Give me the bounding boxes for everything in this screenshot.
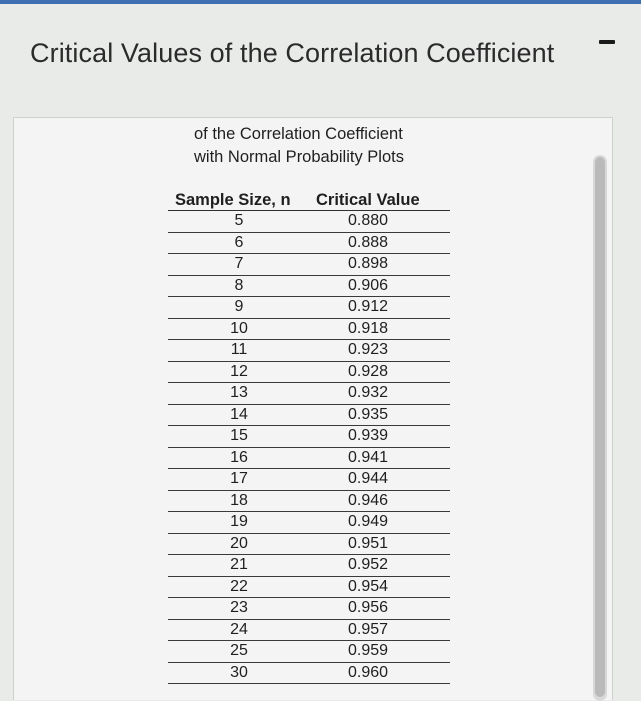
sample-size-cell: 18: [230, 491, 248, 509]
critical-value-cell: 0.957: [347, 620, 389, 638]
sample-size-cell: 12: [230, 362, 248, 380]
sample-size-cell: 6: [234, 233, 244, 251]
critical-value-cell: 0.935: [347, 405, 389, 423]
table-row: 30 0.960: [168, 663, 450, 684]
critical-value-cell: 0.898: [347, 255, 389, 273]
critical-value-cell: 0.960: [347, 663, 389, 681]
table-row: 22 0.954: [168, 577, 450, 598]
critical-value-cell: 0.951: [347, 534, 389, 552]
critical-value-cell: 0.939: [347, 427, 389, 445]
table-row: 25 0.959: [168, 641, 450, 663]
table-row: 6 0.888: [168, 233, 450, 254]
table-row: 10 0.918: [168, 319, 450, 340]
sample-size-cell: 23: [230, 599, 248, 617]
table-row: 14 0.935: [168, 405, 450, 426]
table-subtitle-line2: with Normal Probability Plots: [194, 148, 404, 166]
critical-value-cell: 0.928: [347, 362, 389, 380]
sample-size-cell: 17: [230, 470, 248, 488]
critical-value-cell: 0.918: [347, 319, 389, 337]
scrollbar-thumb[interactable]: [595, 157, 605, 697]
critical-value-cell: 0.932: [347, 384, 389, 402]
critical-value-cell: 0.906: [347, 276, 389, 294]
critical-value-cell: 0.941: [347, 448, 389, 466]
table-row: 19 0.949: [168, 512, 450, 534]
critical-value-cell: 0.952: [347, 556, 389, 574]
minimize-icon[interactable]: [599, 40, 615, 44]
sample-size-cell: 24: [230, 620, 248, 638]
sample-size-cell: 21: [230, 556, 248, 574]
sample-size-cell: 22: [230, 577, 248, 595]
sample-size-cell: 13: [230, 384, 248, 402]
table-row: 21 0.952: [168, 555, 450, 577]
table-body: 5 0.880 6 0.888 7 0.898 8 0.906 9 0.912 10 0.918 11 0…: [168, 211, 450, 684]
table-header-row: Sample Size, n Critical Value: [168, 186, 450, 211]
table-row: 12 0.928: [168, 362, 450, 383]
table-panel: of the Correlation Coefficient with Norm…: [13, 117, 613, 701]
header-critical-value: Critical Value: [316, 191, 420, 209]
header-sample-size: Sample Size, n: [175, 191, 291, 209]
table-row: 5 0.880: [168, 211, 450, 233]
table-row: 8 0.906: [168, 276, 450, 297]
critical-value-cell: 0.880: [347, 212, 389, 230]
sample-size-cell: 9: [234, 298, 244, 316]
critical-value-cell: 0.923: [347, 341, 389, 359]
sample-size-cell: 10: [230, 319, 248, 337]
table-row: 7 0.898: [168, 254, 450, 276]
window-top-accent-bar: [0, 0, 641, 4]
vertical-scrollbar[interactable]: [593, 155, 607, 701]
sample-size-cell: 30: [230, 663, 248, 681]
critical-value-cell: 0.956: [347, 599, 389, 617]
sample-size-cell: 25: [230, 642, 248, 660]
sample-size-cell: 15: [230, 427, 248, 445]
table-row: 16 0.941: [168, 448, 450, 469]
critical-values-table: Sample Size, n Critical Value 5 0.880 6 0.8…: [168, 186, 450, 684]
sample-size-cell: 8: [234, 276, 244, 294]
table-row: 11 0.923: [168, 340, 450, 362]
table-row: 17 0.944: [168, 469, 450, 491]
table-row: 9 0.912: [168, 297, 450, 319]
critical-value-cell: 0.946: [347, 491, 389, 509]
table-row: 24 0.957: [168, 620, 450, 641]
critical-value-cell: 0.888: [347, 233, 389, 251]
table-row: 15 0.939: [168, 426, 450, 448]
table-row: 13 0.932: [168, 383, 450, 405]
critical-value-cell: 0.912: [347, 298, 389, 316]
critical-value-cell: 0.959: [347, 642, 389, 660]
table-row: 20 0.951: [168, 534, 450, 555]
table-row: 18 0.946: [168, 491, 450, 512]
critical-value-cell: 0.944: [347, 470, 389, 488]
sample-size-cell: 19: [230, 513, 248, 531]
critical-value-cell: 0.949: [347, 513, 389, 531]
sample-size-cell: 14: [230, 405, 248, 423]
sample-size-cell: 7: [234, 255, 244, 273]
sample-size-cell: 5: [234, 212, 244, 230]
critical-value-cell: 0.954: [347, 577, 389, 595]
sample-size-cell: 20: [230, 534, 248, 552]
sample-size-cell: 11: [230, 341, 248, 359]
sample-size-cell: 16: [230, 448, 248, 466]
table-row: 23 0.956: [168, 598, 450, 620]
table-subtitle-line1: of the Correlation Coefficient: [194, 125, 403, 143]
page-title: Critical Values of the Correlation Coeff…: [30, 38, 555, 68]
